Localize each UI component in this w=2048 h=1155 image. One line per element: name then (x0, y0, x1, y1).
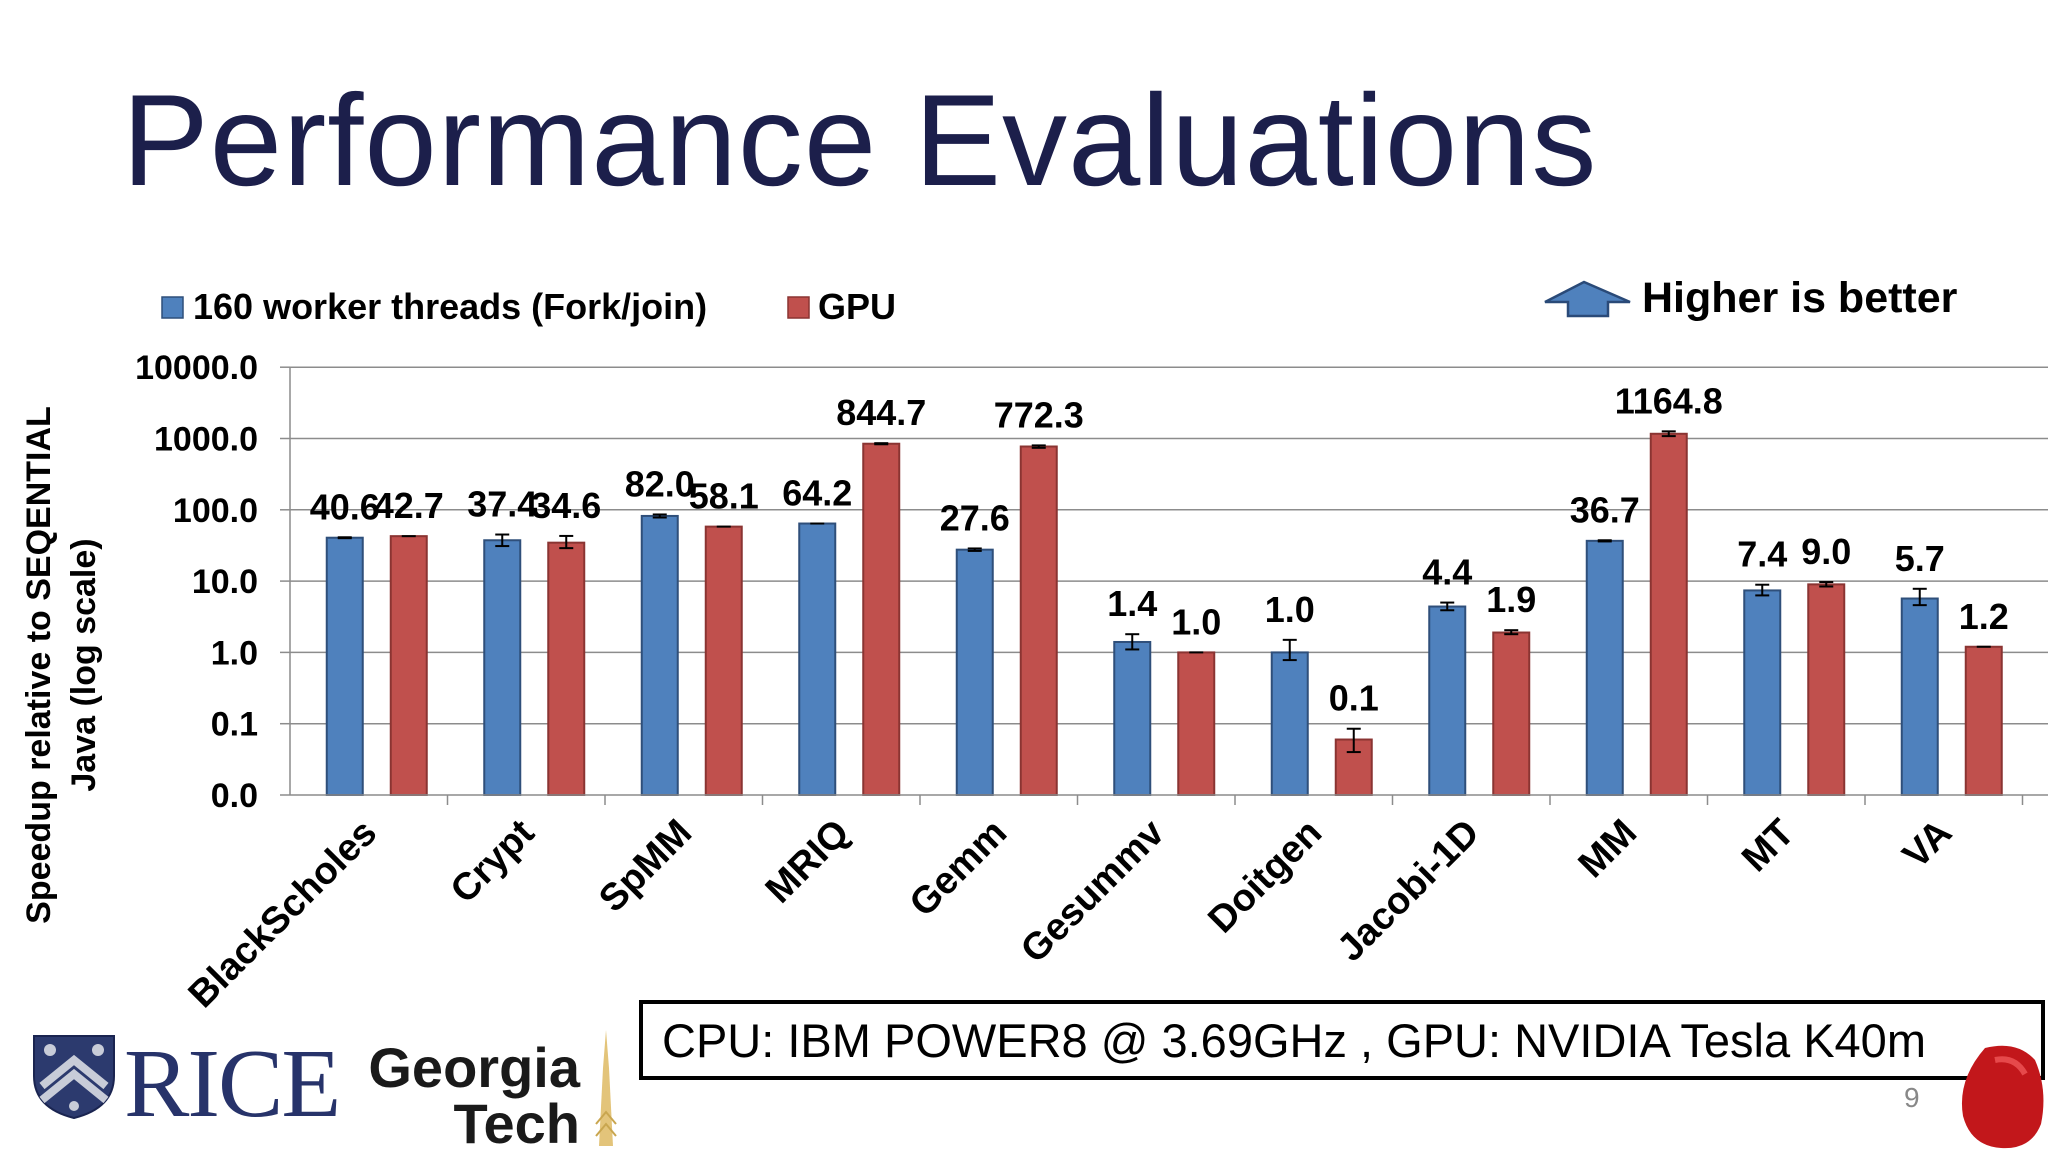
y-tick-label: 10.0 (192, 563, 258, 601)
bar-red (1964, 645, 2003, 797)
data-label: 1.0 (1171, 601, 1221, 642)
georgia-tech-line-1: Georgia (368, 1036, 580, 1099)
y-axis-ticks: 0.0 0.1 1.0 10.0 100.0 1000.0 10000.0 (135, 349, 290, 815)
data-label: 64.2 (782, 473, 852, 514)
bar-red (862, 442, 901, 796)
data-label: 42.7 (374, 485, 444, 526)
bar-red (547, 541, 586, 796)
data-label: 7.4 (1737, 534, 1787, 575)
page-number: 9 (1904, 1082, 1920, 1113)
bar-blue (798, 522, 837, 796)
category-label: BlackScholes (181, 812, 385, 1016)
category-label: Crypt (443, 811, 543, 911)
axes (289, 367, 2048, 805)
bar-blue (640, 514, 679, 796)
data-label: 40.6 (310, 486, 380, 527)
bar-blue (325, 536, 364, 796)
y-axis-label: Speedup relative to SEQENTIAL Java (log … (20, 406, 103, 924)
hardware-spec-text: CPU: IBM POWER8 @ 3.69GHz , GPU: NVIDIA … (662, 1014, 1926, 1067)
y-tick-label: 0.0 (211, 777, 258, 815)
georgia-tech-tower-icon (595, 1030, 617, 1146)
data-label: 27.6 (940, 497, 1010, 538)
data-labels: 40.642.7 37.434.6 82.058.1 64.2 844.7 27.6 772… (310, 380, 2009, 718)
error-bars (337, 430, 1991, 754)
category-label: MM (1571, 812, 1645, 886)
bar-blue (1900, 597, 1939, 796)
bar-blue (1113, 640, 1152, 797)
y-axis-label-line-2: Java (log scale) (65, 538, 103, 791)
legend: 160 worker threads (Fork/join) GPU (161, 286, 896, 327)
rice-shield-icon (33, 1035, 115, 1120)
bars (325, 432, 2003, 797)
data-label: 58.1 (689, 476, 759, 517)
data-label: 772.3 (994, 394, 1084, 435)
data-label: 1164.8 (1615, 380, 1723, 421)
category-label: Gesummv (1013, 812, 1173, 972)
bar-red (1492, 631, 1531, 796)
legend-swatch-series-1 (161, 296, 184, 319)
category-label: Doitgen (1200, 812, 1330, 942)
up-arrow-icon (1544, 280, 1631, 318)
georgia-tech-line-2: Tech (453, 1092, 580, 1155)
rice-logo-text: RICE (124, 1030, 341, 1138)
data-label: 4.4 (1422, 552, 1472, 593)
data-label: 34.6 (531, 485, 601, 526)
data-label: 0.1 (1329, 678, 1379, 719)
category-label: Jacobi-1D (1329, 812, 1487, 970)
data-label: 844.7 (836, 392, 926, 433)
category-label: Gemm (902, 812, 1015, 925)
y-tick-label: 0.1 (211, 706, 258, 744)
data-label: 1.2 (1959, 596, 2009, 637)
category-label: MRIQ (758, 812, 858, 912)
legend-label-series-1: 160 worker threads (Fork/join) (193, 286, 707, 327)
bar-red (389, 535, 428, 797)
bar-red (1649, 432, 1688, 796)
bar-red (1177, 651, 1216, 797)
hardware-spec-box (639, 1000, 2045, 1080)
georgia-tech-logo-text: Georgia Tech (338, 1040, 580, 1152)
data-label: 1.0 (1265, 589, 1315, 630)
data-label: 9.0 (1801, 531, 1851, 572)
bar-blue (1428, 605, 1467, 797)
bar-red (1019, 445, 1058, 796)
y-tick-label: 1000.0 (154, 421, 258, 459)
data-label: 37.4 (467, 484, 537, 525)
data-label: 36.7 (1570, 489, 1640, 530)
legend-swatch-series-2 (787, 296, 810, 319)
category-label: SpMM (591, 812, 700, 921)
y-tick-label: 100.0 (173, 492, 258, 530)
bar-blue (1270, 651, 1309, 797)
category-label: VA (1895, 812, 1960, 877)
data-label: 5.7 (1895, 538, 1945, 579)
higher-is-better-note: Higher is better (1544, 274, 1958, 322)
corner-decoration-icon (1961, 1045, 2044, 1149)
higher-is-better-label: Higher is better (1642, 274, 1958, 322)
bar-red (1807, 583, 1846, 796)
y-axis-label-line-1: Speedup relative to SEQENTIAL (20, 406, 58, 924)
bar-blue (1585, 539, 1624, 796)
y-tick-label: 1.0 (211, 634, 258, 672)
bar-red (704, 525, 743, 797)
legend-label-series-2: GPU (818, 286, 896, 327)
bar-blue (1743, 589, 1782, 796)
y-tick-label: 10000.0 (135, 349, 258, 387)
category-label: MT (1734, 812, 1803, 881)
data-label: 1.9 (1486, 579, 1536, 620)
data-label: 1.4 (1107, 583, 1157, 624)
bar-blue (955, 548, 994, 797)
bar-blue (483, 539, 522, 797)
data-label: 82.0 (625, 463, 695, 504)
slide-title: Performance Evaluations (122, 67, 1598, 213)
